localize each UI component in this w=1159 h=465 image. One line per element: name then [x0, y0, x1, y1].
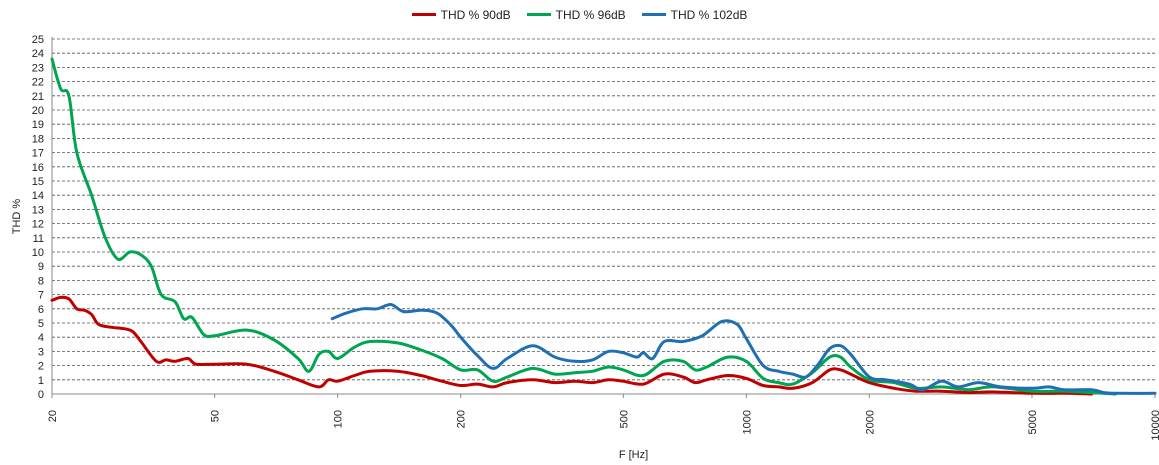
x-tick-label: 5000	[1027, 410, 1039, 434]
y-tick-label: 12	[32, 219, 44, 231]
series-line-2	[50, 57, 1117, 396]
y-tick-label: 18	[32, 133, 44, 145]
x-tick-label: 500	[618, 410, 630, 428]
y-tick-label: 3	[38, 346, 44, 358]
x-tick-label: 1000	[741, 410, 753, 434]
legend-item: THD % 96dB	[526, 7, 626, 22]
y-tick-label: 9	[38, 261, 44, 273]
y-tick-label: 15	[32, 176, 44, 188]
y-tick-label: 1	[38, 375, 44, 387]
y-tick-label: 13	[32, 204, 44, 216]
y-tick-label: 19	[32, 119, 44, 131]
legend-swatch	[411, 13, 436, 16]
y-tick-label: 7	[38, 290, 44, 302]
chart-legend: THD % 90dB THD % 96dB THD % 102dB	[0, 5, 1159, 22]
legend-label: THD % 102dB	[670, 7, 748, 22]
y-tick-label: 20	[32, 105, 44, 117]
x-tick-label: 50	[210, 410, 222, 422]
x-tick-label: 2000	[864, 410, 876, 434]
x-tick-label: 20	[47, 410, 59, 422]
x-tick-label: 10000	[1150, 410, 1159, 441]
y-tick-label: 6	[38, 304, 44, 316]
y-tick-label: 21	[32, 91, 44, 103]
legend-swatch	[526, 13, 551, 16]
y-tick-label: 2	[38, 361, 44, 373]
x-axis-title: F [Hz]	[619, 449, 648, 461]
series-line-3	[330, 302, 1157, 395]
y-tick-label: 4	[38, 332, 44, 344]
y-tick-label: 5	[38, 318, 44, 330]
y-tick-label: 8	[38, 275, 44, 287]
y-tick-label: 23	[32, 62, 44, 74]
y-tick-label: 24	[32, 48, 44, 60]
legend-item: THD % 102dB	[641, 7, 748, 22]
y-tick-label: 0	[38, 389, 44, 401]
legend-swatch	[641, 13, 666, 16]
x-tick-label: 100	[333, 410, 345, 428]
series-line-1	[50, 295, 1094, 396]
x-tick-label: 200	[456, 410, 468, 428]
y-tick-label: 16	[32, 162, 44, 174]
y-tick-label: 11	[33, 233, 44, 245]
y-tick-label: 10	[32, 247, 44, 259]
y-tick-label: 14	[32, 190, 44, 202]
y-axis-title: THD %	[11, 199, 23, 235]
legend-label: THD % 96dB	[555, 7, 626, 22]
y-tick-label: 17	[32, 148, 44, 160]
y-tick-label: 22	[32, 77, 44, 89]
legend-item: THD % 90dB	[411, 7, 511, 22]
legend-label: THD % 90dB	[440, 7, 511, 22]
y-tick-label: 25	[32, 34, 44, 46]
